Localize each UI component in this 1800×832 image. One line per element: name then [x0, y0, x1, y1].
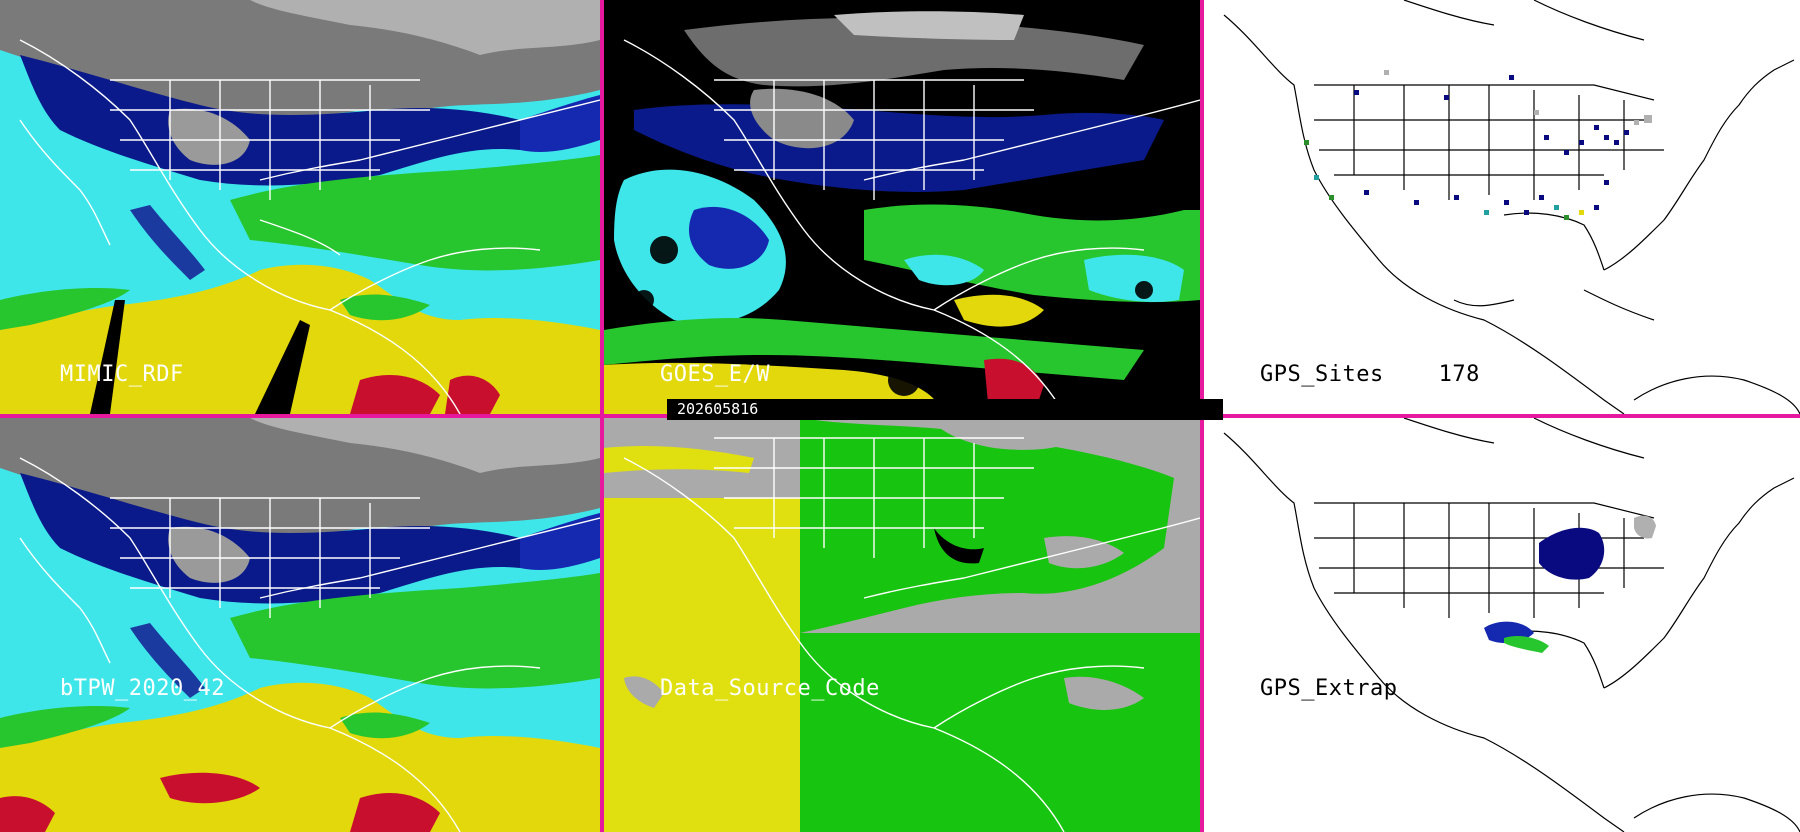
panel-label: GPS_Extrap	[1260, 676, 1398, 701]
goes-panel: GOES_E/W	[604, 0, 1200, 414]
tpw-map	[0, 418, 600, 832]
panel-label: GOES_E/W	[660, 362, 770, 387]
mimic-rdf-panel: MIMIC_RDF	[0, 0, 600, 414]
data-source-map	[604, 418, 1200, 832]
goes-map	[604, 0, 1200, 414]
panel-label: Data_Source_Code	[660, 676, 880, 701]
gps-extrap-map	[1204, 418, 1800, 832]
panel-label: MIMIC_RDF	[60, 362, 184, 387]
gps-site-markers	[1304, 70, 1652, 220]
timestamp-bar: 202605816	[667, 399, 1223, 420]
panel-label: GPS_Sites 178	[1260, 362, 1480, 387]
data-source-panel: Data_Source_Code	[604, 418, 1200, 832]
gps-sites-panel: GPS_Sites 178	[1204, 0, 1800, 414]
gps-extrap-panel: GPS_Extrap	[1204, 418, 1800, 832]
gps-sites-map	[1204, 0, 1800, 414]
timestamp-text: 202605816	[677, 400, 759, 418]
tpw-map	[0, 0, 600, 414]
panel-label: bTPW_2020_42	[60, 676, 225, 701]
btpw-panel: bTPW_2020_42	[0, 418, 600, 832]
